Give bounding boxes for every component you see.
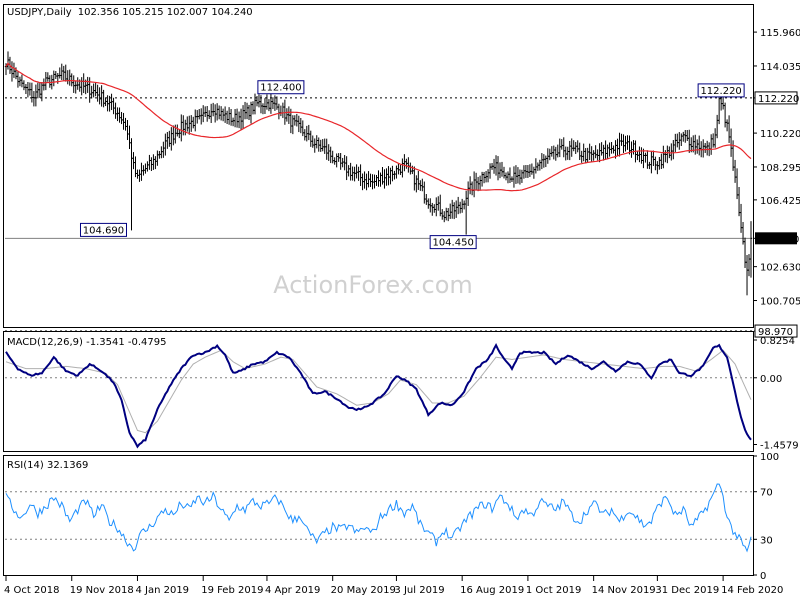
- macd-signal-line: [5, 349, 752, 434]
- price-annotation: 104.450: [429, 235, 477, 250]
- price-bar: [749, 221, 753, 278]
- level-label-box: [754, 324, 798, 338]
- annotation-box: [697, 83, 745, 98]
- price-tick-label: 110.220: [760, 129, 800, 140]
- price-tick-label: 106.425: [760, 196, 800, 207]
- price-tick-label: 102.630: [760, 263, 800, 274]
- x-tick-label: 4 Oct 2018: [4, 585, 59, 596]
- chart-header: USDJPY,Daily 102.356 105.215 102.007 104.…: [7, 7, 253, 18]
- annotation-label: 104.450: [432, 238, 473, 249]
- ohlc-label: 102.356 105.215 102.007 104.240: [78, 7, 253, 18]
- price-tick-label: 100.705: [760, 297, 800, 308]
- annotation-label: 104.690: [83, 225, 124, 236]
- current-price-box: [755, 232, 797, 245]
- annotation-box: [257, 80, 305, 95]
- annotation-box: [429, 235, 477, 250]
- rsi-line: [5, 483, 752, 553]
- x-tick-label: 4 Jan 2019: [135, 585, 189, 596]
- x-tick-label: 3 Jul 2019: [394, 585, 444, 596]
- macd-line: [5, 342, 752, 449]
- annotation-label: 112.400: [260, 83, 301, 94]
- x-tick-label: 14 Nov 2019: [592, 585, 656, 596]
- price-annotation: 104.690: [79, 222, 127, 237]
- x-tick-label: 1 Oct 2019: [526, 585, 581, 596]
- macd-tick-label: -1.4579: [760, 440, 799, 451]
- price-series: 104.690 112.400 104.450 112.220: [4, 51, 753, 332]
- macd-tick-label: 0.8254: [760, 336, 795, 347]
- moving-average-line: [5, 62, 752, 192]
- macd-title: MACD(12,26,9) -1.3541 -0.4795: [7, 337, 167, 348]
- x-tick-label: 14 Feb 2020: [721, 585, 783, 596]
- x-tick-label: 4 Apr 2019: [265, 585, 320, 596]
- macd-tick-label: 0.00: [760, 374, 782, 385]
- x-tick-label: 20 May 2019: [331, 585, 396, 596]
- price-tick-label: 108.295: [760, 163, 800, 174]
- price-annotation: 112.400: [257, 80, 305, 95]
- price-tick-label: 114.035: [760, 62, 800, 73]
- rsi-tick-label: 70: [760, 488, 773, 499]
- current-price-label: 104.240: [758, 234, 799, 245]
- price-tick-label: 115.960: [760, 28, 800, 39]
- macd-panel: [3, 331, 754, 452]
- axes: 115.960 114.035 112.220 110.220 108.295 106.4…: [4, 28, 800, 596]
- x-tick-label: 31 Dec 2019: [655, 585, 719, 596]
- rsi-panel: [3, 455, 754, 576]
- x-tick-label: 16 Aug 2019: [460, 585, 524, 596]
- level-label: 112.220: [758, 94, 799, 105]
- level-label: 98.970: [758, 327, 793, 338]
- symbol-label: USDJPY,Daily: [7, 7, 72, 18]
- macd-series: [5, 342, 752, 449]
- rsi-tick-label: 30: [760, 535, 773, 546]
- price-panel: [3, 4, 754, 328]
- price-annotation: 112.220: [697, 83, 745, 98]
- x-tick-label: 19 Feb 2019: [201, 585, 263, 596]
- annotation-box: [79, 222, 127, 237]
- rsi-series: [5, 483, 752, 553]
- rsi-tick-label: 0: [760, 571, 766, 582]
- level-label-box: [754, 91, 798, 105]
- rsi-title: RSI(14) 32.1369: [7, 460, 88, 471]
- watermark: ActionForex.com: [273, 271, 473, 299]
- x-tick-label: 19 Nov 2018: [70, 585, 134, 596]
- annotation-label: 112.220: [700, 86, 741, 97]
- rsi-tick-label: 100: [760, 452, 779, 463]
